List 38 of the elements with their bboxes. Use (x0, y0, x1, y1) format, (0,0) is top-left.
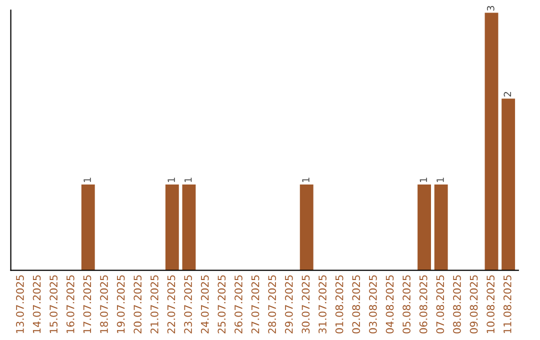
x-tick-label: 24.07.2025 (200, 275, 209, 334)
x-tick-label: 23.07.2025 (184, 275, 192, 334)
x-tick-label: 26.07.2025 (234, 275, 242, 334)
x-tick-label: 01.08.2025 (335, 275, 344, 334)
x-tick-label: 14.07.2025 (32, 275, 41, 333)
x-tick-label: 03.08.2025 (368, 275, 377, 334)
data-label: 2 (504, 92, 511, 97)
x-tick-label: 11.08.2025 (503, 275, 512, 333)
x-tick-label: 28.07.2025 (268, 275, 276, 334)
x-tick-label: 16.07.2025 (66, 275, 74, 333)
data-label: 1 (168, 178, 175, 182)
x-tick-label: 18.07.2025 (100, 275, 108, 333)
x-tick-label: 30.07.2025 (302, 275, 310, 334)
x-tick-label: 04.08.2025 (386, 275, 394, 334)
x-tick-label: 22.07.2025 (167, 275, 176, 334)
data-label: 1 (184, 178, 192, 182)
data-label: 3 (486, 6, 494, 11)
data-label: 1 (420, 178, 427, 182)
x-tick-label: 02.08.2025 (352, 275, 360, 334)
x-tick-label: 21.07.2025 (150, 275, 158, 334)
x-tick-label: 19.07.2025 (116, 275, 125, 333)
x-tick-label: 17.07.2025 (83, 275, 92, 333)
x-tick-label: 10.08.2025 (486, 275, 495, 333)
data-label: 1 (84, 178, 91, 182)
data-label: 1 (436, 178, 444, 182)
x-tick-label: 31.07.2025 (318, 275, 326, 334)
x-tick-label: 15.07.2025 (50, 275, 58, 333)
x-tick-label: 06.08.2025 (419, 275, 428, 334)
x-tick-label: 25.07.2025 (218, 275, 226, 334)
data-label: 1 (302, 178, 310, 182)
x-tick-label: 08.08.2025 (453, 275, 461, 334)
x-tick-label: 07.08.2025 (436, 275, 444, 334)
x-tick-label: 29.07.2025 (284, 275, 293, 334)
x-tick-label: 20.07.2025 (134, 275, 142, 334)
x-tick-label: 05.08.2025 (402, 275, 410, 334)
x-tick-label: 09.08.2025 (470, 275, 478, 334)
x-tick-label: 13.07.2025 (16, 275, 24, 333)
x-tick-label: 27.07.2025 (251, 275, 260, 334)
